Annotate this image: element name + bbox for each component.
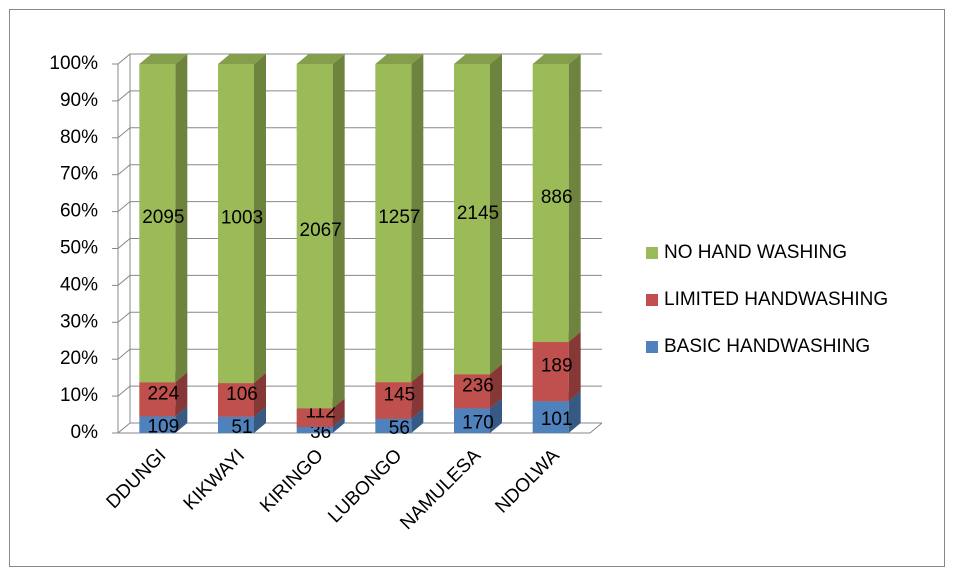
bar	[139, 382, 176, 417]
bar-side	[254, 373, 266, 417]
bar-side	[175, 372, 188, 417]
grid-line	[117, 90, 602, 102]
legend-swatch	[646, 294, 658, 306]
bar-side	[490, 398, 502, 433]
y-tick-label: 60%	[60, 201, 98, 222]
legend-label: BASIC HANDWASHING	[664, 336, 870, 357]
legend-swatch	[646, 247, 658, 259]
bar-side	[490, 54, 502, 375]
bar	[139, 416, 176, 433]
bar	[375, 418, 412, 433]
grid-line	[117, 422, 602, 434]
value-label: 189	[541, 356, 573, 377]
grid-line	[117, 311, 602, 323]
bar	[218, 383, 254, 417]
y-tick-label: 0%	[71, 422, 99, 443]
bar-top	[454, 54, 502, 64]
value-label: 51	[231, 417, 252, 438]
y-tick-label: 40%	[60, 274, 98, 295]
bar-side	[175, 406, 188, 433]
grid-line	[117, 127, 602, 139]
value-label: 2095	[142, 207, 184, 228]
value-label: 236	[462, 375, 494, 396]
value-label: 1257	[378, 207, 420, 228]
bar-side	[254, 406, 266, 433]
grid-line	[117, 201, 602, 212]
bar	[454, 64, 490, 375]
value-label: 145	[383, 384, 415, 405]
bar	[532, 64, 569, 343]
bar	[296, 64, 333, 409]
bar-top	[139, 54, 188, 64]
value-label: 109	[147, 417, 179, 438]
legend-label: LIMITED HANDWASHING	[664, 289, 888, 310]
bar-top	[375, 54, 424, 64]
bar	[454, 374, 490, 409]
bar	[296, 427, 333, 433]
bar-top	[532, 54, 581, 64]
value-label: 170	[462, 413, 494, 434]
grid-line	[117, 53, 602, 65]
bar-side	[490, 364, 502, 409]
bar	[454, 408, 490, 433]
bar	[532, 342, 569, 402]
y-tick-label: 10%	[60, 385, 98, 406]
bar-side	[254, 54, 266, 384]
value-label: 101	[541, 409, 573, 430]
grid-line	[117, 348, 602, 360]
bar-top	[296, 54, 345, 64]
bar	[218, 416, 254, 433]
y-tick-label: 80%	[60, 127, 98, 148]
bar	[218, 64, 254, 384]
bar-side	[568, 54, 581, 343]
floor-edge	[118, 422, 603, 434]
bar-side	[411, 408, 424, 433]
bar	[375, 382, 412, 419]
y-tick-label: 30%	[60, 311, 98, 332]
value-label: 1003	[221, 208, 263, 229]
y-tick-label: 70%	[60, 164, 98, 185]
y-tick-label: 90%	[60, 90, 98, 111]
grid-line	[117, 385, 602, 397]
bar-side	[332, 398, 345, 428]
bar-side	[411, 54, 424, 383]
y-tick-label: 50%	[60, 238, 98, 259]
bar-top	[218, 54, 266, 64]
y-tick-label: 20%	[60, 348, 98, 369]
bar-side	[568, 332, 581, 402]
value-label: 36	[310, 422, 331, 443]
value-label: 56	[389, 418, 410, 439]
legend-swatch	[646, 341, 658, 353]
grid-line	[117, 164, 602, 176]
y-tick-label: 100%	[49, 53, 98, 74]
bar	[296, 408, 333, 428]
bar	[139, 64, 176, 383]
value-label: 2145	[457, 203, 499, 224]
value-label: 886	[541, 187, 573, 208]
bar-side	[332, 54, 345, 409]
value-label: 2067	[300, 220, 342, 241]
bar-side	[332, 417, 345, 433]
bar	[532, 401, 569, 433]
bar-side	[175, 54, 188, 383]
bar-side	[568, 391, 581, 433]
value-label: 106	[226, 384, 258, 405]
bar-side	[411, 372, 424, 419]
value-label: 224	[147, 383, 179, 404]
bar	[375, 64, 412, 383]
grid-line	[117, 274, 602, 286]
legend-label: NO HAND WASHING	[664, 242, 847, 263]
grid-line	[117, 238, 602, 249]
